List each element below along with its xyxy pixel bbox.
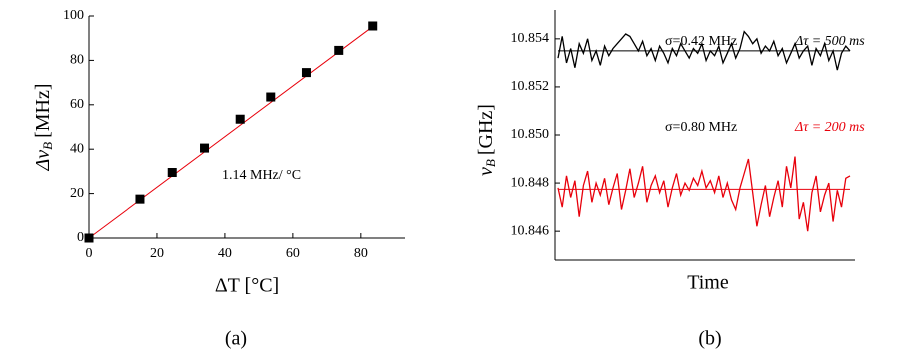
data-point bbox=[135, 194, 145, 204]
y-tick-label: 10.846 bbox=[511, 223, 550, 238]
y-label-symbol: Δν bbox=[32, 150, 54, 172]
y-label-unit: [MHz] bbox=[32, 83, 54, 137]
sigma-label: σ=0.80 MHz bbox=[665, 120, 737, 135]
y-label-subscript: B bbox=[40, 142, 55, 150]
x-axis-label: ΔT [°C] bbox=[215, 275, 279, 297]
data-point bbox=[301, 68, 311, 78]
y-label-subscript: B bbox=[483, 159, 498, 167]
x-tick-label: 40 bbox=[218, 246, 232, 261]
y-label-unit: [GHz] bbox=[475, 104, 497, 155]
y-axis-label: ΔνB [MHz] bbox=[32, 83, 55, 171]
y-tick-label: 10.852 bbox=[511, 79, 550, 94]
y-tick-label: 10.848 bbox=[511, 175, 550, 190]
y-axis-label: νB [GHz] bbox=[475, 104, 498, 176]
sigma-label: σ=0.42 MHz bbox=[665, 34, 737, 49]
data-point bbox=[368, 21, 378, 31]
y-tick-label: 0 bbox=[77, 230, 84, 245]
fit-line bbox=[88, 24, 375, 239]
y-label-symbol: ν bbox=[475, 167, 497, 176]
x-tick-label: 80 bbox=[354, 246, 368, 261]
y-tick-label: 100 bbox=[63, 8, 84, 23]
data-point bbox=[167, 168, 177, 178]
y-tick-label: 80 bbox=[70, 53, 84, 68]
y-tick-label: 10.854 bbox=[511, 31, 550, 46]
y-tick-label: 40 bbox=[70, 141, 84, 156]
x-tick-label: 0 bbox=[86, 246, 93, 261]
data-point bbox=[235, 114, 245, 124]
data-point bbox=[334, 45, 344, 55]
annotation: 1.14 MHz/ °C bbox=[222, 168, 301, 183]
x-axis-label: Time bbox=[687, 272, 729, 294]
x-tick-label: 20 bbox=[150, 246, 164, 261]
series-line bbox=[557, 156, 851, 232]
data-point bbox=[84, 233, 94, 243]
x-tick-label: 60 bbox=[286, 246, 300, 261]
legend-label: Δτ = 500 ms bbox=[794, 34, 865, 49]
caption: (a) bbox=[225, 328, 247, 350]
caption: (b) bbox=[698, 328, 721, 350]
y-tick-label: 60 bbox=[70, 97, 84, 112]
y-tick-label: 20 bbox=[70, 186, 84, 201]
y-tick-label: 10.850 bbox=[511, 127, 550, 142]
legend-label: Δτ = 200 ms bbox=[794, 120, 865, 135]
data-point bbox=[266, 92, 276, 102]
data-point bbox=[200, 143, 210, 153]
